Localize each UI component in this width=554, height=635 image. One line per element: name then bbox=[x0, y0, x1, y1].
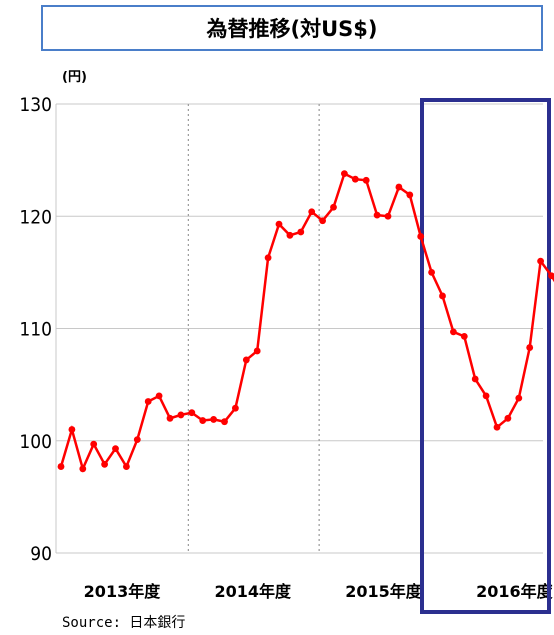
data-point bbox=[351, 175, 359, 183]
data-point bbox=[384, 212, 392, 220]
data-point bbox=[232, 404, 239, 412]
data-point bbox=[221, 418, 228, 426]
data-point bbox=[504, 414, 512, 422]
data-point bbox=[90, 440, 98, 448]
data-point bbox=[406, 191, 414, 199]
data-point bbox=[188, 409, 196, 417]
data-point bbox=[286, 231, 294, 239]
series-line bbox=[59, 171, 554, 473]
data-point bbox=[242, 356, 250, 364]
highlight-box-2016 bbox=[420, 98, 551, 614]
data-point bbox=[330, 203, 337, 211]
category-label: 2014年度 bbox=[214, 582, 292, 601]
y-tick-label: 120 bbox=[19, 206, 52, 228]
data-point bbox=[395, 183, 403, 191]
data-point bbox=[373, 211, 381, 219]
data-point bbox=[482, 392, 490, 400]
data-point bbox=[493, 423, 501, 431]
data-point bbox=[308, 208, 316, 216]
data-point bbox=[68, 426, 76, 433]
data-point bbox=[101, 460, 108, 468]
data-point bbox=[264, 254, 272, 262]
data-point bbox=[133, 436, 141, 444]
y-tick-label: 110 bbox=[19, 319, 52, 341]
data-point bbox=[177, 411, 185, 419]
data-point bbox=[515, 394, 523, 402]
y-tick-label: 130 bbox=[19, 94, 52, 116]
data-point bbox=[112, 445, 119, 453]
data-point bbox=[428, 268, 435, 276]
data-point bbox=[144, 398, 152, 405]
data-point bbox=[471, 375, 479, 383]
data-point bbox=[297, 228, 305, 236]
data-point bbox=[341, 170, 348, 177]
source-note: Source: 日本銀行 bbox=[62, 615, 186, 631]
category-label: 2016年度 bbox=[476, 582, 554, 601]
data-point bbox=[79, 465, 87, 473]
y-axis-unit: (円) bbox=[62, 70, 87, 85]
data-point bbox=[166, 414, 174, 422]
chart-title: 為替推移(対US$) bbox=[41, 5, 543, 51]
data-point bbox=[155, 392, 163, 400]
y-tick-label: 90 bbox=[30, 543, 52, 565]
data-point bbox=[417, 233, 425, 240]
y-tick-label: 100 bbox=[19, 431, 52, 453]
data-point bbox=[450, 328, 457, 336]
data-point bbox=[362, 176, 370, 184]
category-label: 2013年度 bbox=[84, 582, 162, 601]
data-point bbox=[275, 220, 283, 228]
data-point bbox=[57, 463, 65, 470]
category-label: 2015年度 bbox=[345, 582, 423, 601]
data-point bbox=[460, 332, 468, 340]
data-point bbox=[537, 257, 544, 265]
data-point bbox=[210, 416, 218, 423]
data-point bbox=[548, 272, 554, 280]
data-point bbox=[319, 217, 326, 225]
data-point bbox=[526, 344, 534, 351]
data-point bbox=[199, 417, 207, 424]
data-point bbox=[439, 292, 446, 300]
data-point bbox=[253, 347, 261, 355]
data-point bbox=[123, 463, 130, 470]
